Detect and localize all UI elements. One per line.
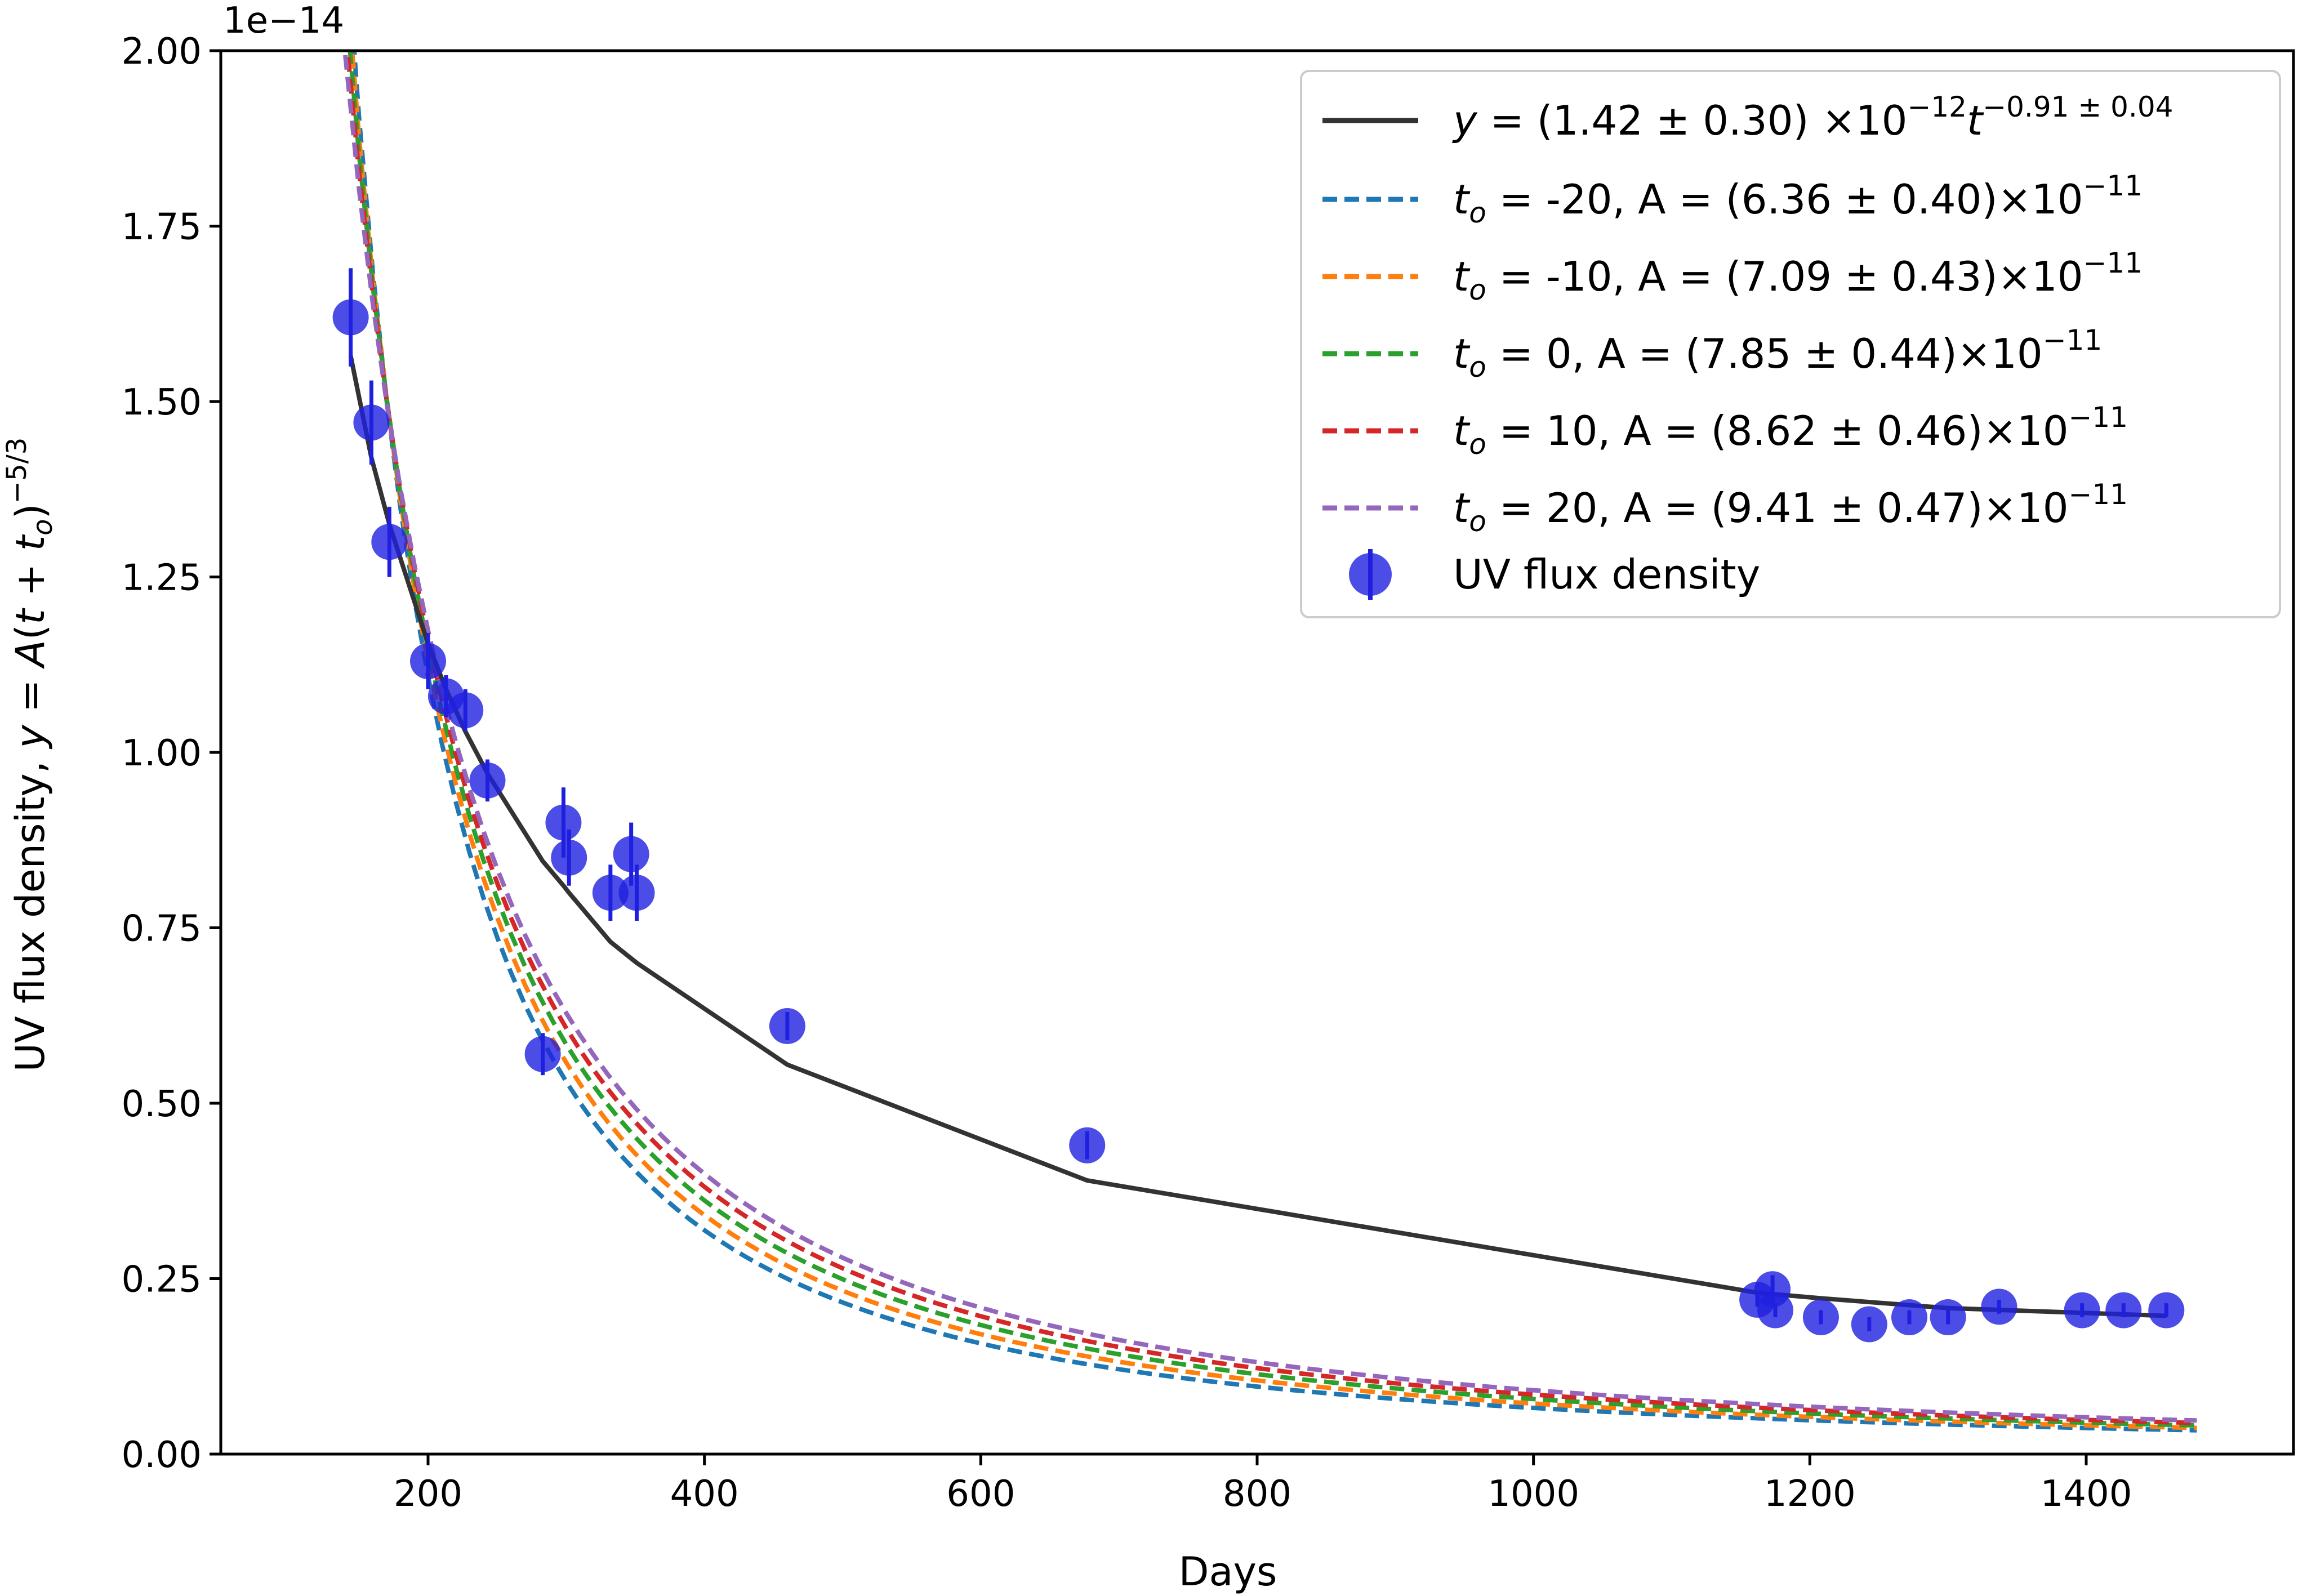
y-tick-label: 1.00 bbox=[122, 733, 202, 774]
data-point bbox=[371, 524, 408, 560]
y-tick-label: 1.50 bbox=[122, 382, 202, 423]
y-tick-label: 0.50 bbox=[122, 1084, 202, 1125]
legend-label-to--20: to = -20, A = (6.36 ± 0.40)×10−11 bbox=[1453, 170, 2143, 229]
data-points bbox=[332, 268, 2185, 1343]
data-point bbox=[447, 692, 484, 729]
plot-frame bbox=[219, 49, 2295, 1456]
data-point bbox=[410, 643, 446, 680]
data-point bbox=[592, 875, 629, 911]
data-point bbox=[1851, 1306, 1887, 1343]
data-point bbox=[2064, 1292, 2100, 1328]
y-tick-label: 0.00 bbox=[122, 1434, 202, 1476]
x-tick-label: 200 bbox=[394, 1473, 462, 1515]
y-tick-label: 0.25 bbox=[122, 1259, 202, 1301]
data-point bbox=[332, 299, 369, 336]
tde-fit-line-to-0 bbox=[348, 51, 2197, 1428]
data-point bbox=[1802, 1299, 1839, 1336]
y-tick-label: 2.00 bbox=[122, 31, 202, 73]
y-tick-label: 0.75 bbox=[122, 908, 202, 950]
y-axis-label-t: t bbox=[7, 608, 54, 625]
x-tick-label: 600 bbox=[946, 1473, 1015, 1515]
legend-swatch-uv-marker bbox=[1349, 553, 1392, 596]
offset-label: 1e−14 bbox=[223, 0, 344, 42]
x-tick-label: 1200 bbox=[1764, 1473, 1856, 1515]
y-axis-ticks: 0.00 0.25 0.50 0.75 1.00 1.25 1.50 1.75 2.00 bbox=[122, 31, 221, 1476]
legend-label-to--10: to = -10, A = (7.09 ± 0.43)×10−11 bbox=[1453, 247, 2143, 306]
tde-fit-line-to-20 bbox=[342, 51, 2197, 1423]
legend: y = (1.42 ± 0.30) ×10−12t−0.91 ± 0.04 to… bbox=[1300, 70, 2281, 618]
legend-label-power-law: y = (1.42 ± 0.30) ×10−12t−0.91 ± 0.04 bbox=[1452, 91, 2173, 144]
x-tick-label: 400 bbox=[670, 1473, 739, 1515]
data-point bbox=[1930, 1299, 1966, 1336]
y-axis-label-close: ) bbox=[7, 503, 54, 519]
legend-label-uv: UV flux density bbox=[1453, 551, 1760, 598]
data-point bbox=[1891, 1299, 1927, 1336]
y-axis-label-eq: = bbox=[7, 667, 54, 725]
legend-label-to-0: to = 0, A = (7.85 ± 0.44)×10−11 bbox=[1453, 324, 2102, 384]
y-axis-label-prefix: UV flux density, bbox=[7, 748, 54, 1072]
x-axis-ticks: 200 400 600 800 1000 1200 1400 bbox=[394, 1454, 2132, 1515]
y-axis-label-A: A bbox=[7, 640, 54, 669]
data-point bbox=[1757, 1292, 1793, 1328]
x-tick-label: 1400 bbox=[2041, 1473, 2132, 1515]
legend-label-to-10: to = 10, A = (8.62 ± 0.46)×10−11 bbox=[1453, 401, 2128, 461]
y-axis-label-to: t bbox=[7, 534, 54, 551]
data-point bbox=[618, 875, 655, 911]
y-axis-label-y: y bbox=[7, 724, 54, 750]
y-axis-label-paren: ( bbox=[7, 625, 54, 640]
data-point bbox=[353, 404, 390, 441]
y-tick-label: 1.25 bbox=[122, 558, 202, 599]
x-axis-label: Days bbox=[1179, 1549, 1277, 1595]
y-tick-label: 1.75 bbox=[122, 207, 202, 248]
data-point bbox=[2105, 1292, 2142, 1328]
x-tick-label: 800 bbox=[1223, 1473, 1291, 1515]
tde-fit-line-to-10 bbox=[345, 51, 2197, 1425]
legend-box bbox=[1300, 70, 2281, 618]
data-point bbox=[1069, 1127, 1106, 1163]
data-point bbox=[545, 804, 582, 841]
data-point bbox=[551, 839, 587, 876]
tde-fit-line-to--10 bbox=[350, 51, 2197, 1430]
data-point bbox=[769, 1007, 805, 1044]
y-axis-label-exp: −5/3 bbox=[1, 438, 33, 503]
y-axis-label: UV flux density, y = A(t + to)−5/3 bbox=[1, 438, 59, 1072]
data-point bbox=[2148, 1292, 2185, 1328]
data-point bbox=[613, 836, 649, 872]
data-point bbox=[524, 1036, 561, 1072]
y-axis-label-to-sub: o bbox=[27, 519, 59, 535]
data-point bbox=[1981, 1289, 2017, 1325]
legend-label-to-20: to = 20, A = (9.41 ± 0.47)×10−11 bbox=[1453, 478, 2128, 538]
tde-fit-line-to--20 bbox=[351, 51, 2197, 1433]
data-point bbox=[469, 762, 506, 799]
x-tick-label: 1000 bbox=[1487, 1473, 1579, 1515]
y-axis-label-plus: + bbox=[7, 551, 54, 609]
